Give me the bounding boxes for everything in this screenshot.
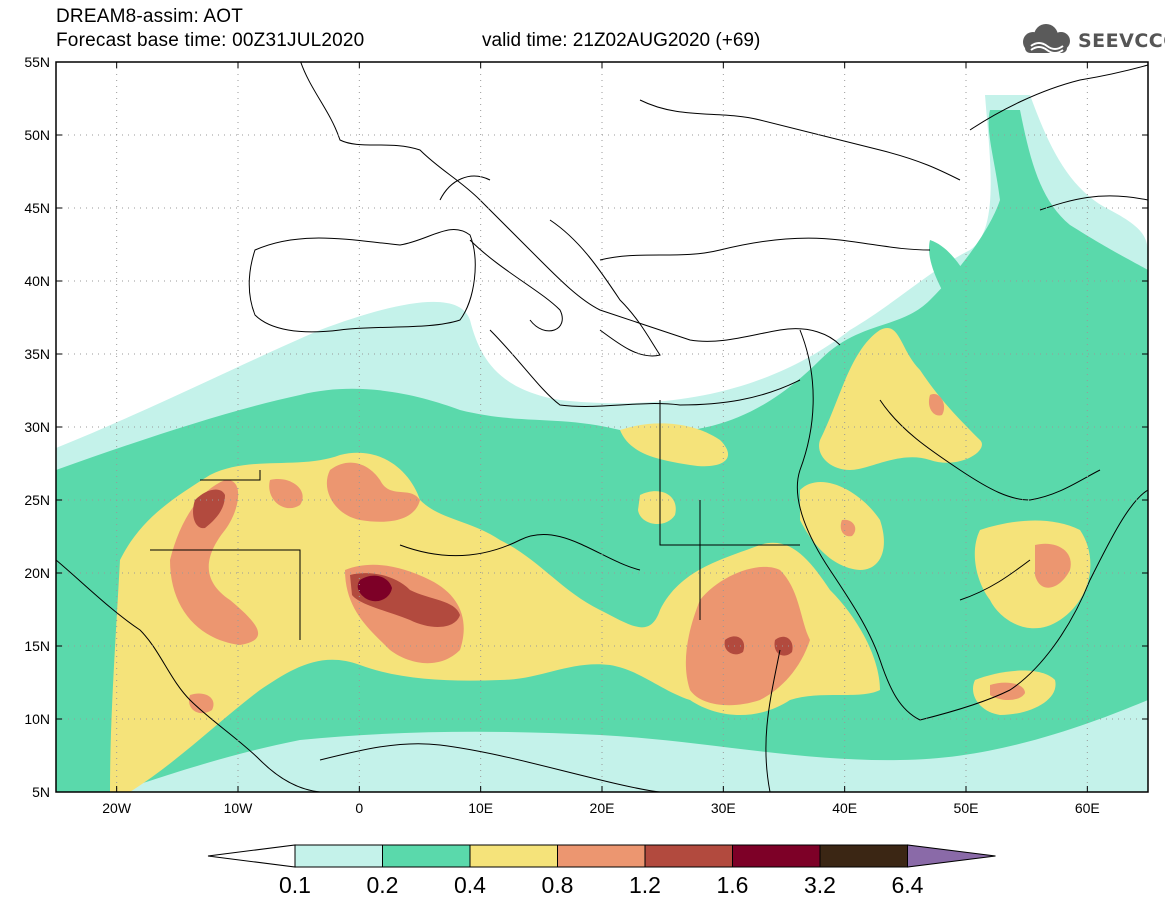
colorbar-swatch	[294, 844, 383, 868]
valid-time: valid time: 21Z02AUG2020 (+69)	[482, 30, 761, 51]
lon-tick-label: 0	[355, 800, 363, 816]
aot-band-0.8-1.2	[170, 394, 1071, 714]
lon-tick-label: 40E	[832, 800, 857, 816]
latitude-axis: 55N 50N 45N 40N 35N 30N 25N 20N 15N 10N 5N	[24, 54, 1148, 800]
lat-tick-label: 5N	[32, 784, 50, 800]
lat-tick-label: 10N	[24, 711, 50, 727]
lat-tick-label: 50N	[24, 127, 50, 143]
lat-tick-label: 20N	[24, 565, 50, 581]
colorbar-level-label: 0.1	[279, 872, 311, 898]
graticule	[56, 62, 1148, 792]
colorbar-swatch	[557, 844, 646, 868]
title-line-1: DREAM8-assim: AOT	[56, 6, 244, 27]
lon-tick-label: 10E	[468, 800, 493, 816]
colorbar-max-arrow	[907, 844, 996, 868]
aot-band-0.4-0.8	[110, 328, 1091, 792]
colorbar-swatch	[732, 844, 821, 868]
lon-tick-label: 60E	[1075, 800, 1100, 816]
lon-tick-label: 20E	[590, 800, 615, 816]
lat-tick-label: 55N	[24, 54, 50, 70]
colorbar-swatch	[382, 844, 471, 868]
colorbar-level-label: 0.8	[542, 872, 574, 898]
colorbar-level-label: 1.6	[717, 872, 749, 898]
lat-tick-label: 40N	[24, 273, 50, 289]
lat-tick-label: 30N	[24, 419, 50, 435]
lat-tick-label: 45N	[24, 200, 50, 216]
lon-tick-label: 50E	[954, 800, 979, 816]
colorbar-swatch	[819, 844, 908, 868]
colorbar-level-label: 3.2	[804, 872, 836, 898]
cloud-logo-icon	[1023, 24, 1070, 54]
colorbar-swatch	[469, 844, 558, 868]
lat-tick-label: 35N	[24, 346, 50, 362]
lon-tick-label: 20W	[102, 800, 132, 816]
colorbar-level-label: 0.4	[454, 872, 486, 898]
forecast-base-time: Forecast base time: 00Z31JUL2020	[56, 30, 365, 51]
aot-band-1.6-3.2	[357, 575, 392, 602]
logo-wordmark: SEEVCCC	[1078, 30, 1165, 52]
aot-field	[56, 95, 1148, 792]
colorbar-level-label: 1.2	[629, 872, 661, 898]
colorbar-min-arrow	[207, 844, 296, 868]
lat-tick-label: 25N	[24, 492, 50, 508]
colorbar-level-label: 0.2	[367, 872, 399, 898]
lat-tick-label: 15N	[24, 638, 50, 654]
longitude-axis: 20W 10W 0 10E 20E 30E 40E 50E 60E	[102, 62, 1100, 816]
colorbar-level-label: 6.4	[892, 872, 924, 898]
colorbar: 0.1 0.2 0.4 0.8 1.2 1.6 3.2 6.4	[207, 844, 996, 898]
colorbar-swatch	[644, 844, 733, 868]
coastlines	[56, 62, 1148, 792]
lon-tick-label: 30E	[711, 800, 736, 816]
lon-tick-label: 10W	[224, 800, 254, 816]
